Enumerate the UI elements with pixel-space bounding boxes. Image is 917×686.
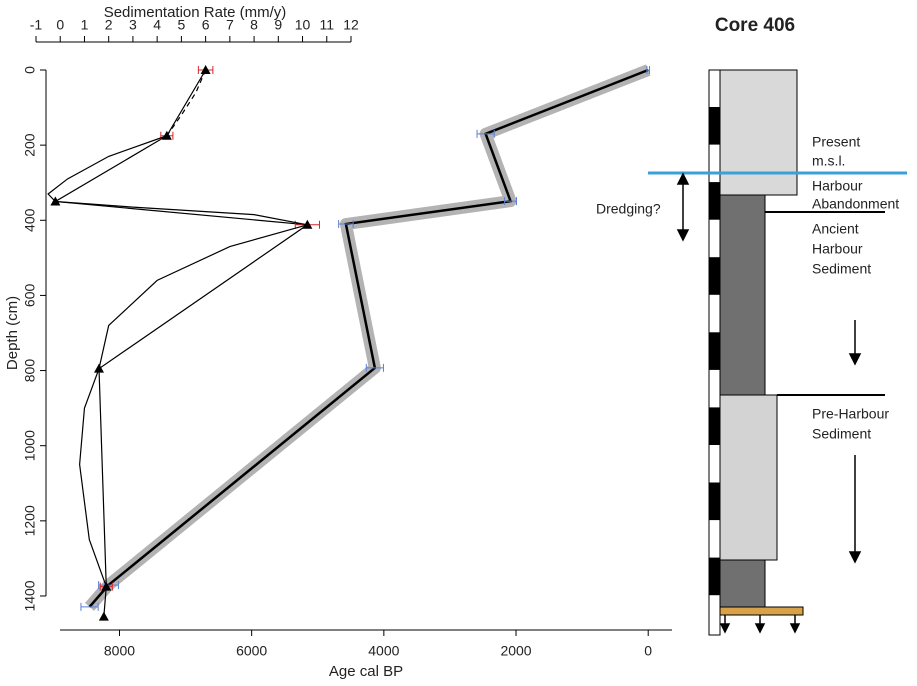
x-tick-label: 6000 bbox=[236, 643, 267, 659]
x2-tick-label: 7 bbox=[226, 17, 234, 33]
y-tick-label: 0 bbox=[22, 66, 38, 74]
x2-tick-label: 2 bbox=[105, 17, 113, 33]
scale-segment bbox=[709, 407, 720, 445]
annotation: Harbour bbox=[812, 241, 863, 257]
annotation: Present bbox=[812, 134, 860, 150]
scale-segment bbox=[709, 182, 720, 220]
x2-tick-label: 11 bbox=[319, 17, 334, 33]
scale-segment bbox=[709, 107, 720, 145]
y-tick-label: 600 bbox=[22, 284, 38, 308]
series-line bbox=[55, 70, 307, 617]
y-tick-label: 1000 bbox=[22, 430, 38, 461]
annotation: Dredging? bbox=[596, 201, 661, 217]
annotation: Ancient bbox=[812, 221, 859, 237]
annotation: Sediment bbox=[812, 261, 871, 277]
core-log bbox=[648, 70, 907, 635]
x2-tick-label: 9 bbox=[274, 17, 282, 33]
scale-segment bbox=[709, 558, 720, 596]
annotation: m.s.l. bbox=[812, 153, 845, 169]
y-tick-label: 200 bbox=[22, 133, 38, 157]
x-tick-label: 2000 bbox=[500, 643, 531, 659]
annotation: Abandonment bbox=[812, 196, 899, 212]
x2-tick-label: -1 bbox=[30, 17, 43, 33]
y-tick-label: 800 bbox=[22, 359, 38, 383]
y-tick-label: 1200 bbox=[22, 505, 38, 536]
annotation: Harbour bbox=[812, 178, 863, 194]
base-layer bbox=[720, 607, 803, 615]
x-tick-label: 0 bbox=[644, 643, 652, 659]
x2-tick-label: 5 bbox=[177, 17, 185, 33]
data-point bbox=[99, 612, 109, 621]
annotation: Sediment bbox=[812, 426, 871, 442]
scale-segment bbox=[709, 332, 720, 370]
scale-segment bbox=[709, 483, 720, 521]
series-line bbox=[48, 136, 307, 587]
x-tick-label: 4000 bbox=[368, 643, 399, 659]
chart-title: Core 406 bbox=[715, 15, 795, 36]
x2-tick-label: 1 bbox=[81, 17, 89, 33]
upper-gravel bbox=[720, 70, 797, 195]
x2-tick-label: 3 bbox=[129, 17, 137, 33]
figure: Core 406 Sedimentation Rate (mm/y) Age c… bbox=[0, 0, 917, 686]
pre-harbour-sediment bbox=[720, 395, 777, 560]
y-tick-label: 1400 bbox=[22, 580, 38, 611]
x2-tick-label: 6 bbox=[202, 17, 210, 33]
x-axis-title: Age cal BP bbox=[329, 663, 403, 680]
x2-tick-label: 0 bbox=[56, 17, 64, 33]
x2-tick-label: 12 bbox=[343, 17, 359, 33]
x-tick-label: 8000 bbox=[104, 643, 135, 659]
y-axis-title: Depth (cm) bbox=[4, 296, 21, 370]
x2-tick-label: 8 bbox=[250, 17, 258, 33]
harbour-sediment bbox=[720, 195, 765, 395]
lower-sediment bbox=[720, 560, 765, 607]
annotation: Pre-Harbour bbox=[812, 406, 889, 422]
y-tick-label: 400 bbox=[22, 208, 38, 232]
x2-tick-label: 4 bbox=[153, 17, 161, 33]
scale-segment bbox=[709, 257, 720, 295]
x2-tick-label: 10 bbox=[295, 17, 311, 33]
